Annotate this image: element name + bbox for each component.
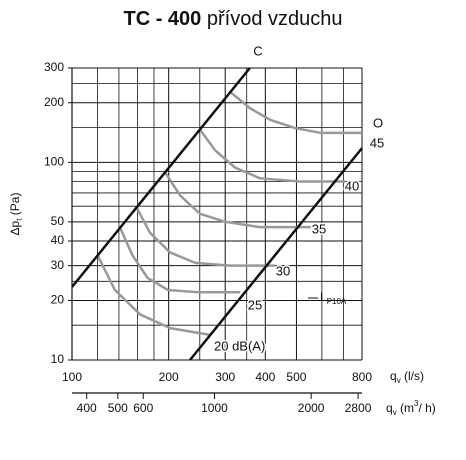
db-curve	[135, 207, 276, 267]
curve-label: 20 dB(A)	[214, 338, 265, 353]
x2-tick-label: 500	[108, 401, 128, 415]
x2-label-sub: v	[393, 408, 397, 417]
y-tick-label: 300	[44, 60, 64, 74]
db-curve	[164, 171, 315, 229]
y-tick-label: 100	[44, 154, 64, 168]
db-curve	[198, 128, 346, 183]
db-curve	[96, 254, 211, 337]
x-label-sub: v	[397, 376, 401, 385]
x-label-unit: (l/s)	[401, 369, 424, 383]
x2-label-unit: (m	[397, 401, 414, 415]
chart-title: TC - 400 přívod vzduchu	[123, 8, 342, 30]
x2-tick-label: 600	[133, 401, 153, 415]
y-tick-label: 50	[51, 214, 65, 228]
curve-label: 40	[345, 178, 359, 193]
x-label-main: q	[390, 369, 397, 383]
y-label-main: Δp	[8, 220, 22, 235]
x-tick-label: 300	[215, 370, 235, 384]
curve-label: 30	[276, 263, 290, 278]
x2-axis-label: qv (m3/ h)	[386, 399, 436, 417]
y-axis-label: Δpt (Pa)	[8, 193, 24, 236]
annotation-sub: P10A	[327, 297, 347, 306]
y-tick-label: 200	[44, 95, 64, 109]
limit-line	[188, 147, 363, 360]
x2-tick-label: 2800	[345, 401, 372, 415]
title-bold: TC - 400	[123, 8, 201, 30]
x2-label-main: q	[386, 401, 393, 415]
x-tick-label: 800	[352, 370, 372, 384]
y-tick-label: 20	[51, 293, 65, 307]
x2-label-sup: 3	[414, 399, 419, 408]
db-curve	[229, 90, 362, 135]
line-label: O	[373, 115, 383, 130]
annotation: LP10A	[320, 290, 347, 306]
curve-label: 25	[248, 297, 262, 312]
db-curve	[118, 226, 241, 294]
x2-tick-label: 400	[77, 401, 97, 415]
x-tick-label: 100	[62, 370, 82, 384]
line-label: C	[253, 43, 262, 58]
y-tick-label: 40	[51, 233, 65, 247]
x-tick-label: 200	[159, 370, 179, 384]
curve-label: 35	[312, 221, 326, 236]
y-tick-label: 30	[51, 258, 65, 272]
x-axis-label: qv (l/s)	[390, 369, 424, 385]
x2-tick-label: 1000	[201, 401, 228, 415]
x2-tick-label: 2000	[298, 401, 325, 415]
y-tick-label: 10	[51, 352, 65, 366]
y-label-sub: t	[15, 218, 24, 221]
x-tick-label: 400	[255, 370, 275, 384]
curve-label: 45	[370, 135, 384, 150]
x2-label-unit-end: / h)	[418, 401, 435, 415]
title-rest: přívod vzduchu	[201, 8, 342, 30]
x-tick-label: 500	[286, 370, 306, 384]
annotation-main: L	[320, 290, 327, 304]
y-label-unit: (Pa)	[8, 193, 22, 219]
limit-line	[72, 67, 251, 288]
